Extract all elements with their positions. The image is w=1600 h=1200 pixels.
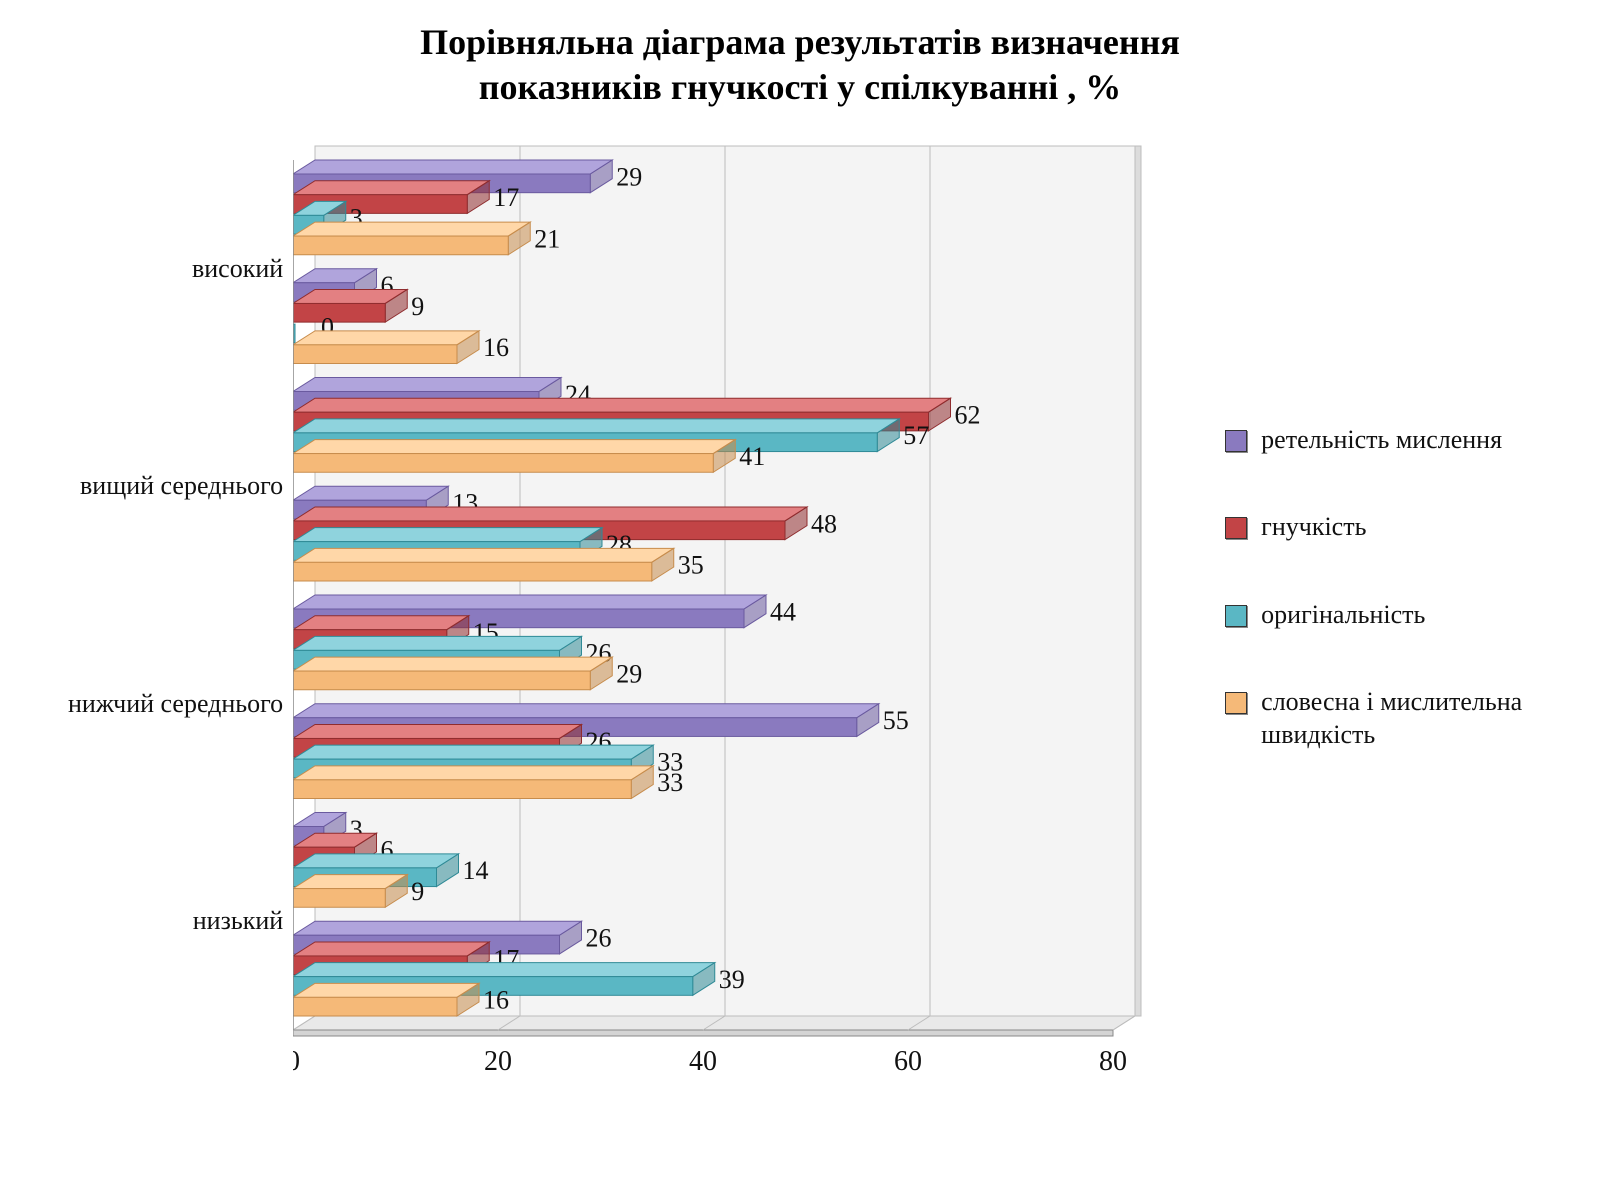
legend-label: словесна і мислительна швидкість [1261,686,1570,751]
chart-title: Порівняльна діаграма результатів визначе… [30,20,1570,110]
legend-swatch [1225,430,1247,452]
y-category-label: вищий середнього [80,471,283,501]
bar-data-label: 29 [616,659,642,688]
x-tick-label: 60 [894,1046,922,1077]
bar-data-label: 29 [616,162,642,191]
y-category-label: високий [192,254,283,284]
chart-row: низький нижчий середнього вищий середнього… [30,130,1570,1100]
bar-data-label: 16 [483,333,509,362]
bar-data-label: 9 [411,877,424,906]
bar-data-label: 14 [463,856,489,885]
bar-data-label: 9 [411,292,424,321]
legend-item: ретельність мислення [1225,424,1570,457]
bar-data-label: 16 [483,986,509,1015]
plot-svg: 0204060802917321690162462574113482835441… [293,130,1195,1100]
y-axis-labels: низький нижчий середнього вищий середнього… [30,130,293,1100]
bar-data-label: 33 [657,768,683,797]
bar-data-label: 35 [678,551,704,580]
legend-swatch [1225,605,1247,627]
x-tick-label: 80 [1099,1046,1127,1077]
legend-label: гнучкість [1261,511,1366,544]
x-tick-label: 0 [293,1046,300,1077]
bar-data-label: 55 [883,706,909,735]
bar-data-label: 17 [493,183,519,212]
title-line1: Порівняльна діаграма результатів визначе… [420,22,1180,62]
legend-label: оригінальність [1261,599,1425,632]
x-tick-label: 40 [689,1046,717,1077]
bar-data-label: 41 [739,442,765,471]
bar-data-label: 21 [534,224,560,253]
legend-item: словесна і мислительна швидкість [1225,686,1570,751]
bar-data-label: 39 [719,965,745,994]
legend-swatch [1225,517,1247,539]
y-category-label: низький [193,906,283,936]
bar-data-label: 57 [903,421,929,450]
bar-data-label: 62 [955,401,981,430]
legend-label: ретельність мислення [1261,424,1502,457]
bar-data-label: 44 [770,597,796,626]
plot-area: 0204060802917321690162462574113482835441… [293,130,1195,1100]
bar-data-label: 26 [586,924,612,953]
bar-data-label: 48 [811,509,837,538]
title-line2: показників гнучкості у спілкуванні , % [479,67,1121,107]
legend-item: гнучкість [1225,511,1570,544]
y-category-label: нижчий середнього [68,689,283,719]
legend-item: оригінальність [1225,599,1570,632]
page-root: Порівняльна діаграма результатів визначе… [0,0,1600,1200]
legend: ретельність мислення гнучкість оригінальні… [1195,424,1570,807]
legend-swatch [1225,692,1247,714]
x-tick-label: 20 [484,1046,512,1077]
